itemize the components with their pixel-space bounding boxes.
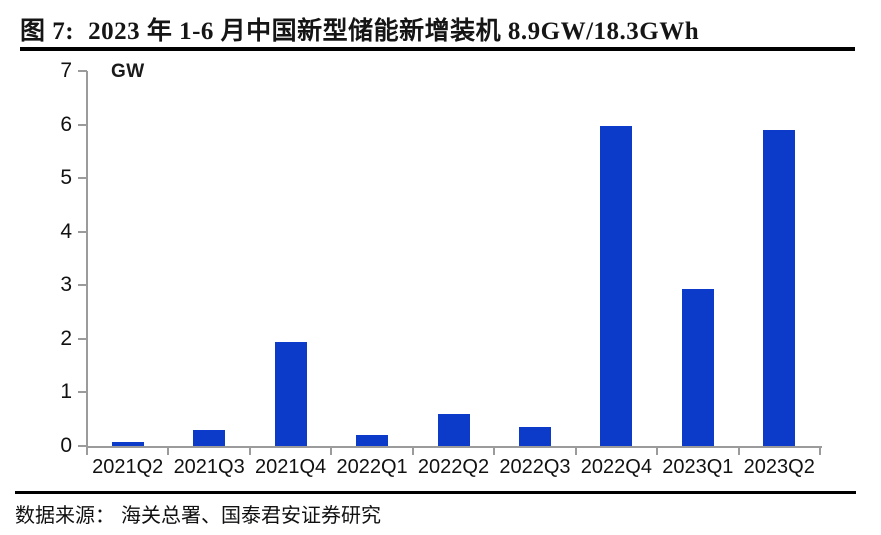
x-tick-label-2022Q4: 2022Q4 xyxy=(580,456,652,478)
y-tick-label-5: 5 xyxy=(60,166,72,190)
x-tick-label-2021Q3: 2021Q3 xyxy=(173,456,245,478)
x-tick-label-2021Q4: 2021Q4 xyxy=(255,456,327,478)
y-axis-tick xyxy=(78,123,87,126)
y-axis-tick xyxy=(78,284,87,287)
y-tick-label-2: 2 xyxy=(60,326,72,350)
y-axis-tick xyxy=(78,70,87,72)
x-axis-tick xyxy=(493,448,496,455)
bar-2022Q4 xyxy=(600,126,633,446)
data-source-label: 数据来源： xyxy=(15,505,115,527)
bar-2022Q1 xyxy=(356,435,389,446)
x-axis-line xyxy=(86,446,822,448)
y-tick-label-7: 7 xyxy=(60,59,72,82)
x-tick-label-2022Q1: 2022Q1 xyxy=(336,456,408,478)
y-tick-label-3: 3 xyxy=(60,273,72,297)
footer-divider xyxy=(15,491,856,494)
bar-2021Q2 xyxy=(111,441,144,446)
y-tick-label-1: 1 xyxy=(60,380,72,404)
x-axis-tick xyxy=(656,448,659,455)
bar-2021Q3 xyxy=(193,429,226,446)
y-axis-line xyxy=(86,71,88,448)
y-tick-label-4: 4 xyxy=(60,219,72,243)
bar-2021Q4 xyxy=(274,341,307,446)
y-axis-tick xyxy=(78,337,87,340)
x-axis-tick xyxy=(737,448,740,455)
title-underline xyxy=(20,47,855,51)
x-tick-label-2022Q2: 2022Q2 xyxy=(417,456,490,478)
x-axis-tick xyxy=(574,448,577,455)
data-source: 数据来源： 海关总署、国泰君安证券研究 xyxy=(15,499,865,528)
x-tick-label-2023Q2: 2023Q2 xyxy=(743,456,815,478)
bar-2022Q2 xyxy=(437,413,470,446)
data-source-text: 海关总署、国泰君安证券研究 xyxy=(121,505,381,527)
y-tick-label-6: 6 xyxy=(60,112,72,136)
x-axis-tick xyxy=(819,448,821,455)
figure-title-text: 2023 年 1-6 月中国新型储能新增装机 8.9GW/18.3GWh xyxy=(88,18,700,45)
x-axis-tick xyxy=(86,448,88,455)
x-axis-tick xyxy=(167,448,170,455)
x-axis-tick xyxy=(330,448,333,455)
y-axis-tick xyxy=(78,177,87,180)
x-tick-label-2023Q1: 2023Q1 xyxy=(662,456,734,478)
page-title: 图 7: 2023 年 1-6 月中国新型储能新增装机 8.9GW/18.3GWh xyxy=(20,11,865,47)
x-tick-label-2021Q2: 2021Q2 xyxy=(92,456,164,478)
y-tick-label-0: 0 xyxy=(60,434,72,457)
y-axis-tick xyxy=(78,445,87,447)
x-axis-tick xyxy=(248,448,251,455)
figure-label: 图 7: xyxy=(20,18,75,45)
y-axis-tick xyxy=(78,230,87,233)
bar-2023Q2 xyxy=(763,129,796,446)
bar-2022Q3 xyxy=(518,427,551,446)
y-axis-unit-label: GW xyxy=(111,61,145,82)
x-tick-label-2022Q3: 2022Q3 xyxy=(499,456,571,478)
x-axis-tick xyxy=(411,448,414,455)
bar-2023Q1 xyxy=(681,289,714,446)
y-axis-tick xyxy=(78,391,87,394)
